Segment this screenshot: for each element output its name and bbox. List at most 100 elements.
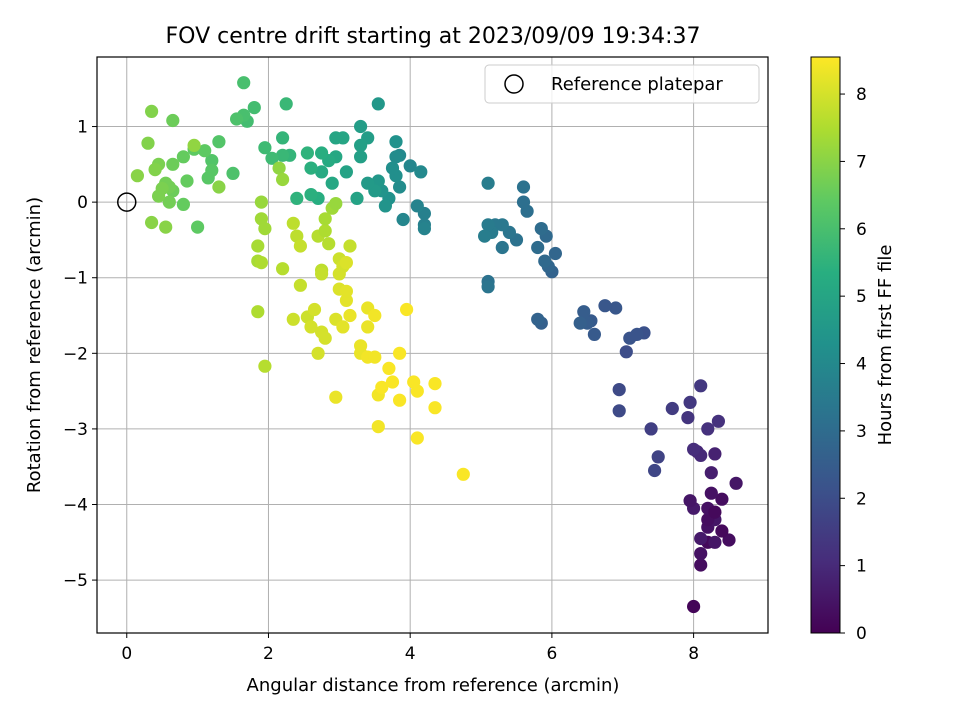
data-point <box>417 222 431 236</box>
data-point <box>350 191 364 205</box>
data-point <box>428 377 442 391</box>
data-point <box>201 171 215 185</box>
data-point <box>385 375 400 389</box>
colorbar-tick-label: 1 <box>856 557 867 577</box>
x-tick-label: 6 <box>546 644 557 664</box>
data-point <box>230 112 244 126</box>
data-point <box>187 138 201 152</box>
data-point <box>396 212 410 227</box>
x-tick-label: 8 <box>688 644 699 664</box>
colorbar-tick-label: 5 <box>856 287 867 307</box>
data-point <box>318 212 332 226</box>
data-point <box>393 346 407 360</box>
data-point <box>368 308 382 323</box>
data-point <box>329 197 343 211</box>
y-tick-label: −3 <box>63 420 88 440</box>
data-point <box>410 384 424 398</box>
colorbar-ticks: 0 1 2 3 4 5 6 7 8 <box>840 85 867 644</box>
data-point <box>148 163 162 177</box>
data-point <box>198 144 212 158</box>
data-point <box>290 191 304 205</box>
data-point <box>378 199 392 213</box>
data-point <box>683 395 697 409</box>
data-point <box>251 305 265 319</box>
x-axis-label: Angular distance from reference (arcmin) <box>247 675 620 696</box>
data-point <box>456 467 470 481</box>
data-point <box>311 346 325 360</box>
data-point <box>247 101 261 115</box>
data-point <box>368 350 382 364</box>
y-tick-label: −1 <box>63 269 88 289</box>
data-point <box>715 524 729 538</box>
y-tick-label: 1 <box>77 118 88 138</box>
data-point <box>371 420 385 434</box>
legend: Reference platepar <box>484 64 760 104</box>
data-point <box>609 301 623 315</box>
y-tick-label: 0 <box>77 193 88 213</box>
data-point <box>276 148 290 162</box>
data-point <box>531 240 545 255</box>
data-point <box>279 97 293 111</box>
data-point <box>708 505 722 519</box>
data-point <box>191 220 205 234</box>
data-point <box>304 320 318 334</box>
data-point <box>339 293 353 307</box>
data-point <box>704 466 718 480</box>
colorbar-gradient <box>811 57 840 633</box>
colorbar-frame <box>810 56 841 634</box>
data-point <box>481 218 495 232</box>
data-point <box>534 222 548 236</box>
data-point <box>548 246 563 261</box>
data-point <box>205 154 219 168</box>
data-point <box>254 195 268 209</box>
data-point <box>587 327 602 341</box>
data-point <box>272 161 286 175</box>
x-tick-label: 2 <box>263 644 274 664</box>
data-point <box>683 494 697 508</box>
y-axis-ticks: 1 0 −1 −2 −3 −4 −5 <box>63 118 97 591</box>
data-point <box>293 239 307 253</box>
data-point <box>152 189 166 203</box>
data-point <box>410 199 424 213</box>
data-point <box>729 476 743 490</box>
data-point <box>393 180 407 194</box>
data-point <box>651 450 665 464</box>
data-point <box>389 150 403 164</box>
data-point <box>361 320 375 334</box>
data-point <box>694 379 708 393</box>
data-point <box>414 165 428 179</box>
data-point <box>166 113 180 128</box>
colorbar-tick-label: 8 <box>856 85 867 105</box>
data-point <box>162 195 176 209</box>
data-point <box>329 131 343 145</box>
data-point <box>665 401 679 416</box>
legend-label: Reference platepar <box>551 74 723 95</box>
data-point <box>286 312 300 326</box>
data-point <box>393 393 407 407</box>
data-point <box>687 442 701 456</box>
data-point <box>329 390 343 404</box>
data-point <box>315 267 329 281</box>
data-point <box>166 157 180 171</box>
data-point <box>701 422 715 436</box>
data-point <box>304 161 318 175</box>
data-point <box>375 380 389 394</box>
data-point <box>293 278 307 292</box>
data-point <box>573 316 587 330</box>
data-point <box>361 176 375 190</box>
data-point <box>176 150 190 164</box>
data-point <box>258 359 272 373</box>
data-point <box>304 188 318 202</box>
data-point <box>711 414 726 428</box>
data-point <box>343 308 357 323</box>
reference-marker-layer <box>117 192 137 212</box>
data-point <box>495 240 509 255</box>
data-point <box>708 535 722 549</box>
data-point <box>276 172 290 187</box>
data-point <box>307 302 322 317</box>
data-point <box>322 237 336 251</box>
data-points <box>130 76 743 614</box>
data-point <box>389 135 403 149</box>
data-point <box>385 161 400 175</box>
